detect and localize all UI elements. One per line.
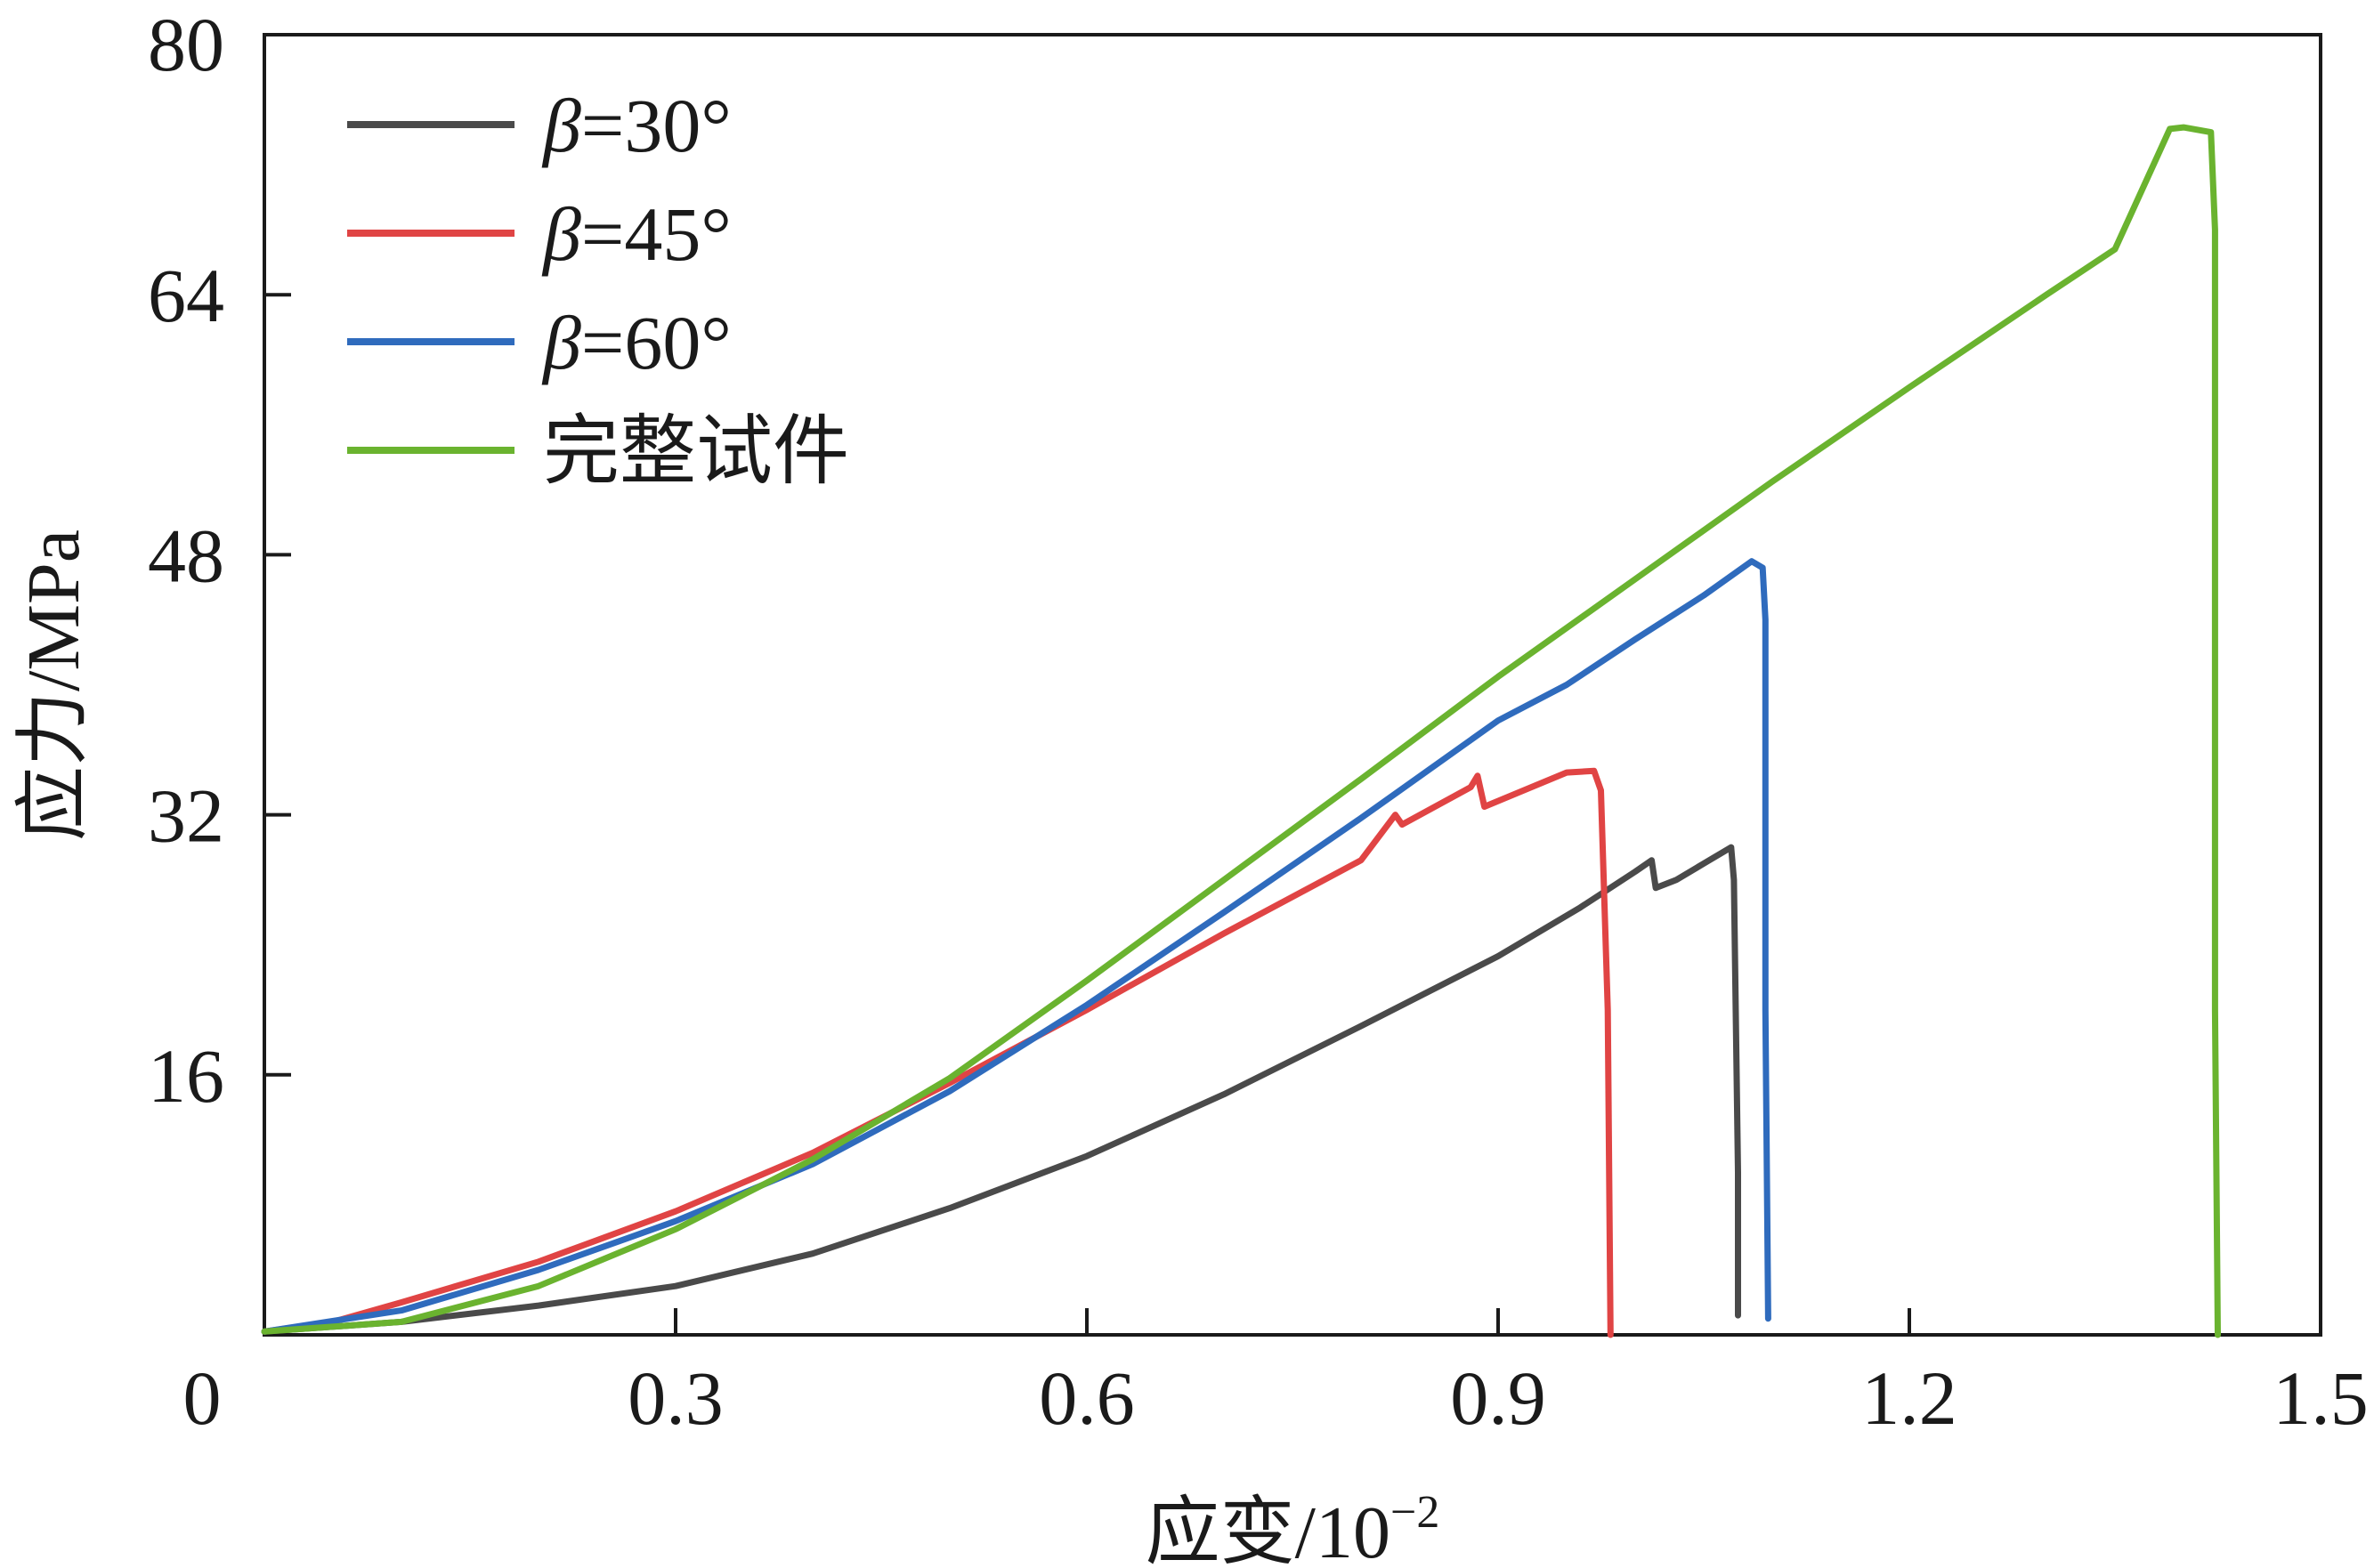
y-tick-label: 80 xyxy=(148,2,224,87)
legend: β=30°β=45°β=60°完整试件 xyxy=(347,83,849,494)
legend-label-3: β=60° xyxy=(541,300,732,385)
x-axis-label: 应变/10−2 xyxy=(1146,1487,1440,1568)
series-line-2 xyxy=(261,767,1614,1338)
x-axis-ticks: 0 0.3 0.6 0.9 1.2 1.5 xyxy=(183,1308,2369,1441)
series-line-4 xyxy=(261,124,2221,1338)
series-layer xyxy=(261,124,2221,1338)
x-tick-label: 0.6 xyxy=(1039,1355,1135,1441)
y-tick-label: 16 xyxy=(148,1033,224,1119)
legend-label-symbol: β xyxy=(541,300,581,385)
plot-frame xyxy=(263,33,2322,1337)
legend-label-symbol: β xyxy=(541,191,581,277)
x-axis-label-main: 应变/10 xyxy=(1146,1491,1390,1568)
legend-label-1: β=30° xyxy=(541,83,732,168)
x-tick-label: 0 xyxy=(183,1355,222,1441)
x-tick-label: 1.5 xyxy=(2273,1355,2369,1441)
legend-label-text: 完整试件 xyxy=(543,408,849,494)
legend-label-text: =30° xyxy=(581,83,732,168)
y-tick-label: 48 xyxy=(148,513,224,598)
y-axis-ticks: 16 32 48 64 80 xyxy=(148,2,291,1119)
x-axis-label-exponent: −2 xyxy=(1390,1487,1439,1538)
x-tick-label: 0.3 xyxy=(628,1355,724,1441)
legend-label-symbol: β xyxy=(541,83,581,168)
x-tick-label: 0.9 xyxy=(1450,1355,1546,1441)
legend-label-text: =45° xyxy=(581,191,732,277)
y-tick-label: 32 xyxy=(148,773,224,859)
legend-label-4: 完整试件 xyxy=(543,408,849,494)
series-line-3 xyxy=(261,558,1771,1335)
series-line-1 xyxy=(261,844,1741,1335)
legend-label-2: β=45° xyxy=(541,191,732,277)
x-tick-label: 1.2 xyxy=(1861,1355,1957,1441)
legend-label-text: =60° xyxy=(581,300,732,385)
y-tick-label: 64 xyxy=(148,253,224,338)
y-axis-label: 应力/MPa xyxy=(12,529,95,841)
